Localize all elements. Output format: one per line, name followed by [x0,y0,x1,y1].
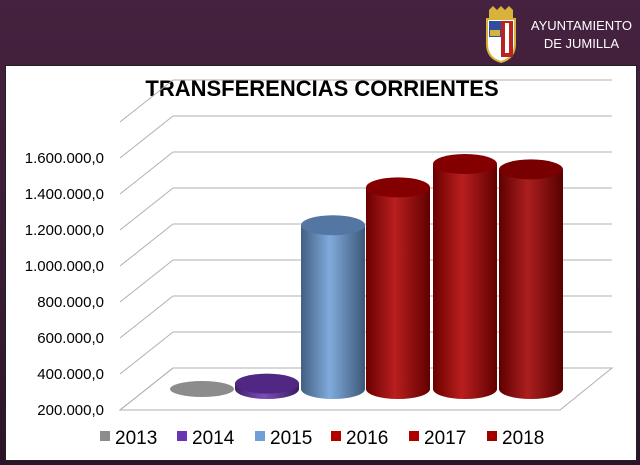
y-tick-label: 1.000.000,0 [25,258,104,275]
bar-body [301,225,365,399]
bar-body [499,169,563,399]
legend-item-2016: 2016 [331,428,388,449]
legend-item-2015: 2015 [255,428,312,449]
legend-swatch [331,431,341,441]
org-name-line1: AYUNTAMIENTO [530,18,632,33]
gridline-side [119,223,174,267]
legend-swatch [409,431,419,441]
bar-top [366,177,430,198]
legend-swatch [177,431,187,441]
bar-2015 [301,215,365,399]
bar-body [433,164,497,399]
gridline-side [119,331,174,375]
legend-label: 2014 [192,428,235,449]
bar-top [235,373,299,394]
y-tick-label: 400.000,0 [37,366,104,383]
y-tick-label: 1.400.000,0 [25,186,104,203]
legend-swatch [100,431,110,441]
bar-2017 [433,154,497,399]
bar-2016 [366,177,430,399]
gridline-side [119,79,174,123]
org-name-line2: DE JUMILLA [543,36,619,51]
gridline-side [119,367,174,411]
y-tick-label: 600.000,0 [37,330,104,347]
legend-label: 2018 [502,428,544,449]
legend-item-2013: 2013 [100,428,157,449]
gridline-side [119,187,174,231]
bar-body [366,187,430,399]
gridline-side [119,151,174,195]
coat-of-arms-logo [485,6,516,64]
legend-swatch [255,431,265,441]
legend-item-2017: 2017 [409,428,466,449]
bar-top [499,159,563,180]
y-tick-label: 1.200.000,0 [25,222,104,239]
bar-2018 [499,159,563,399]
legend-label: 2017 [424,428,466,449]
legend-item-2018: 2018 [487,428,544,449]
bar-top [433,154,497,174]
y-tick-label: 800.000,0 [37,294,104,311]
legend-label: 2016 [346,428,388,449]
legend-item-2014: 2014 [177,428,235,449]
bar-top [301,215,365,236]
gridline-side [119,259,174,303]
legend-label: 2015 [270,428,312,449]
y-tick-label: 1.600.000,0 [25,150,104,167]
legend-label: 2013 [115,428,157,449]
bar-top [170,381,234,397]
bar-2014 [235,373,299,399]
y-tick-label: 200.000,0 [37,402,104,419]
bar-2013 [170,381,234,397]
gridline-side [119,295,174,339]
gridline-side [119,115,174,159]
brand-header: AYUNTAMIENTO DE JUMILLA [481,6,632,64]
legend-swatch [487,431,497,441]
